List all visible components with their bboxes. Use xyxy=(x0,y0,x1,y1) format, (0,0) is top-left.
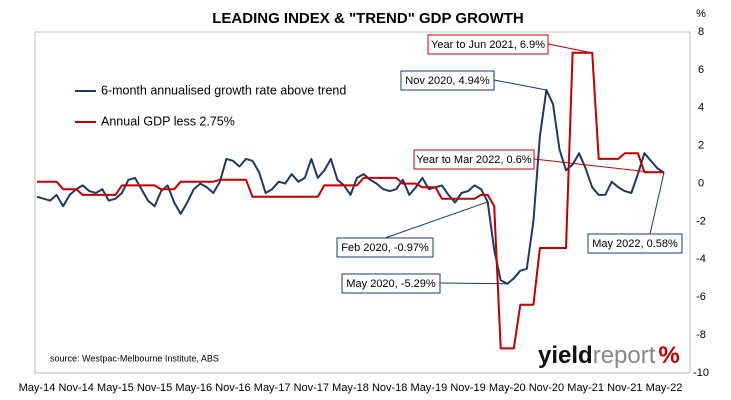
x-tick-label: May-15 xyxy=(97,382,134,394)
source: source: Westpac-Melbourne Institute, ABS xyxy=(50,353,219,363)
callout-text: Nov 2020, 4.94% xyxy=(405,75,490,87)
logo-first: yield xyxy=(538,342,593,369)
callout-box xyxy=(413,149,535,170)
callout-box xyxy=(427,34,549,55)
callout-box xyxy=(336,237,434,258)
x-tick-label: May-19 xyxy=(411,382,448,394)
x-tick-label: Nov-20 xyxy=(529,382,564,394)
callout-line xyxy=(439,282,508,285)
x-tick-label: Nov-15 xyxy=(137,382,172,394)
callout-text: May 2022, 0.58% xyxy=(592,238,678,250)
callout-box xyxy=(341,273,441,294)
callout-text: May 2020, -5.29% xyxy=(346,278,435,290)
x-tick-label: May-21 xyxy=(567,382,604,394)
series-line xyxy=(36,89,665,285)
y-tick-label: -2 xyxy=(696,215,706,227)
logo-second: report xyxy=(593,342,656,369)
plot-area xyxy=(34,31,691,374)
logo: yieldreport% xyxy=(538,342,680,369)
x-tick-label: Nov-19 xyxy=(450,382,485,394)
x-tick-label: May-20 xyxy=(489,382,526,394)
x-tick-label: May-17 xyxy=(254,382,291,394)
callout-box xyxy=(400,70,495,91)
y-tick-label: -6 xyxy=(696,291,706,303)
x-tick-label: May-18 xyxy=(332,382,369,394)
chart-title: LEADING INDEX & "TREND" GDP GROWTH xyxy=(212,10,523,27)
x-tick-label: Nov-17 xyxy=(294,382,329,394)
y-unit: % xyxy=(696,8,706,20)
x-tick-label: May-14 xyxy=(19,382,56,394)
callout-box xyxy=(587,233,683,254)
callout-text: Year to Jun 2021, 6.9% xyxy=(431,39,545,51)
callout-line xyxy=(533,158,651,173)
y-tick-label: 8 xyxy=(698,26,704,38)
x-tick-label: Nov-14 xyxy=(58,382,93,394)
legend-label: 6-month annualised growth rate above tre… xyxy=(101,83,346,97)
legend-label: Annual GDP less 2.75% xyxy=(101,114,235,128)
callout-text: Year to Mar 2022, 0.6% xyxy=(416,154,531,166)
y-tick-label: -8 xyxy=(696,329,706,341)
series-line xyxy=(37,51,664,350)
y-tick-label: 0 xyxy=(698,177,704,189)
x-tick-label: Nov-18 xyxy=(372,382,407,394)
y-tick-label: 6 xyxy=(698,64,704,76)
y-tick-label: 2 xyxy=(698,140,704,152)
y-tick-label: -4 xyxy=(696,253,706,265)
callout-line xyxy=(547,43,593,54)
callout-text: Feb 2020, -0.97% xyxy=(341,242,429,254)
x-tick-label: May-22 xyxy=(646,382,683,394)
x-tick-label: Nov-21 xyxy=(607,382,642,394)
x-tick-label: May-16 xyxy=(175,382,212,394)
y-tick-label: 4 xyxy=(698,102,704,114)
callout-line xyxy=(384,201,488,239)
x-tick-label: Nov-16 xyxy=(215,382,250,394)
callout-line xyxy=(493,79,547,91)
callout-line xyxy=(649,172,665,235)
logo-symbol: % xyxy=(658,342,679,369)
y-tick-label: -10 xyxy=(693,367,709,379)
